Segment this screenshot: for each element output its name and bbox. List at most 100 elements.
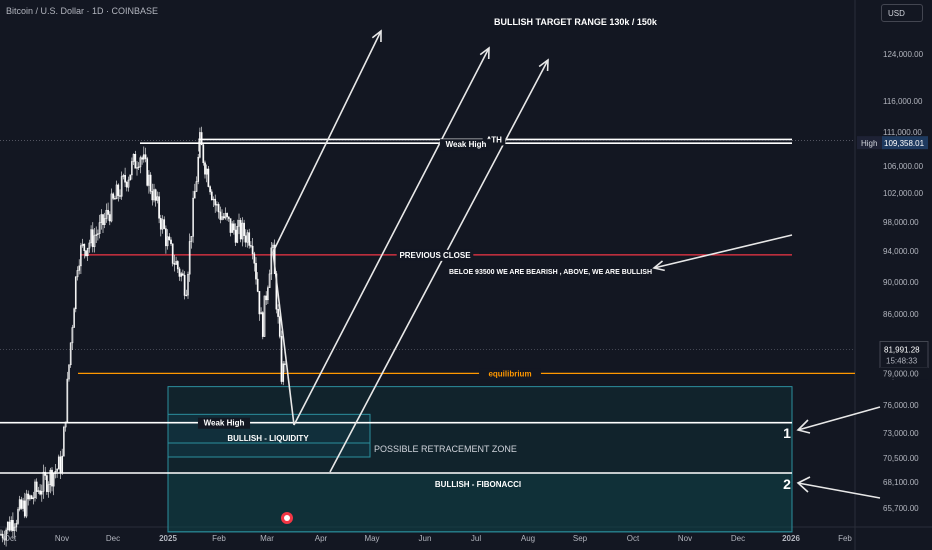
time-tick-label: Sep (573, 534, 588, 543)
candle-body (10, 520, 13, 531)
candle-body (250, 245, 252, 247)
candle-body (39, 490, 41, 495)
high-value: 109,358.01 (884, 139, 925, 148)
candle-body (15, 523, 18, 528)
ath-label: ATH (486, 135, 502, 144)
high-tag: High (861, 139, 877, 148)
time-tick-label: Dec (106, 534, 120, 543)
candle-body (182, 273, 184, 276)
candle-body (124, 174, 126, 183)
candle-body (278, 316, 281, 337)
candle-body (193, 191, 196, 199)
candle-body (32, 497, 35, 500)
candle-body (127, 179, 130, 188)
candle-body (227, 216, 230, 219)
candle-body (61, 455, 64, 474)
candle-body (90, 229, 92, 244)
projection-arrows (272, 29, 881, 499)
candle-body (234, 229, 237, 243)
candle-body (188, 241, 191, 275)
candle-body (168, 236, 171, 241)
candle-body (183, 274, 186, 296)
time-tick-label: Jul (471, 534, 481, 543)
countdown-value: 15:48:33 (886, 357, 918, 366)
price-tick-label: 90,000.00 (883, 278, 919, 287)
weak-high-bottom-label: Weak High (204, 419, 245, 428)
candle-body (272, 244, 274, 249)
candle-body (246, 232, 249, 243)
previous-close-label-bg (396, 249, 474, 261)
candle-body (141, 157, 143, 160)
candle-body (132, 153, 135, 162)
candle-body (105, 209, 108, 219)
candle-body (8, 521, 11, 531)
candle-body (153, 189, 155, 201)
candle-body (1, 533, 4, 539)
candle-body (137, 166, 140, 168)
candle-body (119, 195, 121, 197)
candle-body (40, 491, 43, 495)
candle-body (13, 526, 16, 532)
candle-body (159, 218, 162, 230)
candle-body (284, 363, 286, 365)
price-tick-label: 106,000.00 (883, 162, 924, 171)
candle-body (260, 312, 262, 315)
arrow-to-target-2-head (479, 46, 490, 60)
candle-body (190, 236, 193, 242)
candle-body (149, 174, 152, 192)
candle-body (34, 481, 36, 498)
last-price-value: 81,991.28 (884, 346, 920, 355)
candle-body (156, 196, 159, 201)
candle-body (54, 471, 57, 474)
candle-body (268, 273, 271, 288)
candle-body (236, 225, 239, 243)
candle-body (205, 168, 208, 175)
arrow-to-target-1-head (371, 29, 382, 43)
currency-button[interactable]: USD (881, 4, 923, 22)
candle-body (197, 156, 200, 182)
candle-body (142, 154, 145, 160)
candle-body (114, 198, 116, 200)
candle-body (136, 167, 138, 169)
time-tick-label: Nov (55, 534, 69, 543)
candle-body (171, 243, 174, 264)
candle-body (224, 213, 227, 219)
candle-body (51, 469, 53, 487)
candle-body (258, 291, 261, 315)
candle-body (251, 245, 254, 255)
price-tick-label: 70,500.00 (883, 454, 919, 463)
candle-body (282, 363, 285, 382)
candle-body (93, 235, 96, 248)
candle-body (204, 162, 206, 175)
time-tick-label: Oct (627, 534, 640, 543)
candle-body (238, 220, 240, 227)
candle-body (255, 263, 257, 280)
time-tick-label: 2026 (782, 534, 800, 543)
candle-body (229, 218, 232, 233)
last-price-box (879, 341, 929, 369)
candle-body (18, 499, 21, 510)
time-tick-label: Apr (315, 534, 328, 543)
arrow-to-marker-1 (797, 406, 881, 431)
weak-high-top-label-bg (439, 139, 493, 151)
candle-body (277, 308, 279, 317)
candle-body (74, 276, 77, 310)
bullish-fibonacci-label: BULLISH - FIBONACCI (435, 480, 521, 489)
price-tick-label: 68,100.00 (883, 478, 919, 487)
candle-body (214, 198, 217, 206)
candle-body (267, 287, 269, 301)
candle-body (256, 278, 259, 292)
time-tick-label: Feb (838, 534, 852, 543)
fibonacci-zone (167, 472, 793, 533)
candle-body (37, 490, 40, 492)
candle-body (25, 493, 28, 517)
arrow-to-marker-2 (797, 482, 881, 499)
candle-body (166, 236, 169, 247)
candle-body (44, 471, 47, 476)
candle-body (173, 263, 176, 265)
candle-body (202, 144, 205, 164)
candle-body (243, 222, 245, 236)
candle-body (146, 158, 149, 186)
